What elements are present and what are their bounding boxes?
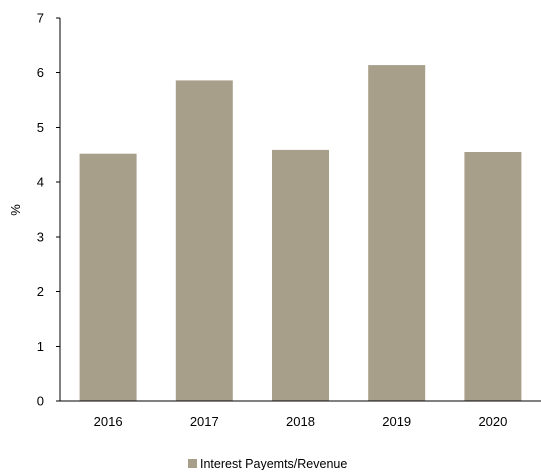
y-tick-label-7: 7	[37, 11, 44, 26]
bar-2020	[464, 152, 522, 401]
y-tick-labels: 0 1 2 3 4 5 6 7	[37, 11, 44, 409]
legend-label: Interest Payemts/Revenue	[200, 457, 347, 470]
y-tick-label-0: 0	[37, 394, 44, 409]
y-axis-label: %	[8, 204, 23, 216]
bar-2016	[79, 153, 137, 401]
x-tick-labels: 2016 2017 2018 2019 2020	[94, 414, 508, 429]
x-tick-label-2017: 2017	[190, 414, 219, 429]
axes-layer	[56, 17, 541, 402]
legend-swatch	[188, 459, 197, 468]
y-tick-label-4: 4	[37, 175, 44, 190]
bars-layer	[79, 65, 522, 402]
x-tick-label-2016: 2016	[94, 414, 123, 429]
bar-2019	[368, 65, 426, 401]
y-tick-label-2: 2	[37, 284, 44, 299]
y-tick-label-5: 5	[37, 120, 44, 135]
y-tick-label-3: 3	[37, 229, 44, 244]
legend: Interest Payemts/Revenue	[188, 457, 347, 471]
bar-2018	[272, 149, 329, 401]
y-tick-label-1: 1	[37, 339, 44, 354]
x-tick-label-2018: 2018	[286, 414, 315, 429]
x-tick-label-2019: 2019	[382, 414, 411, 429]
y-tick-label-6: 6	[37, 65, 44, 80]
x-tick-label-2020: 2020	[478, 414, 507, 429]
bar-2017	[175, 80, 233, 402]
